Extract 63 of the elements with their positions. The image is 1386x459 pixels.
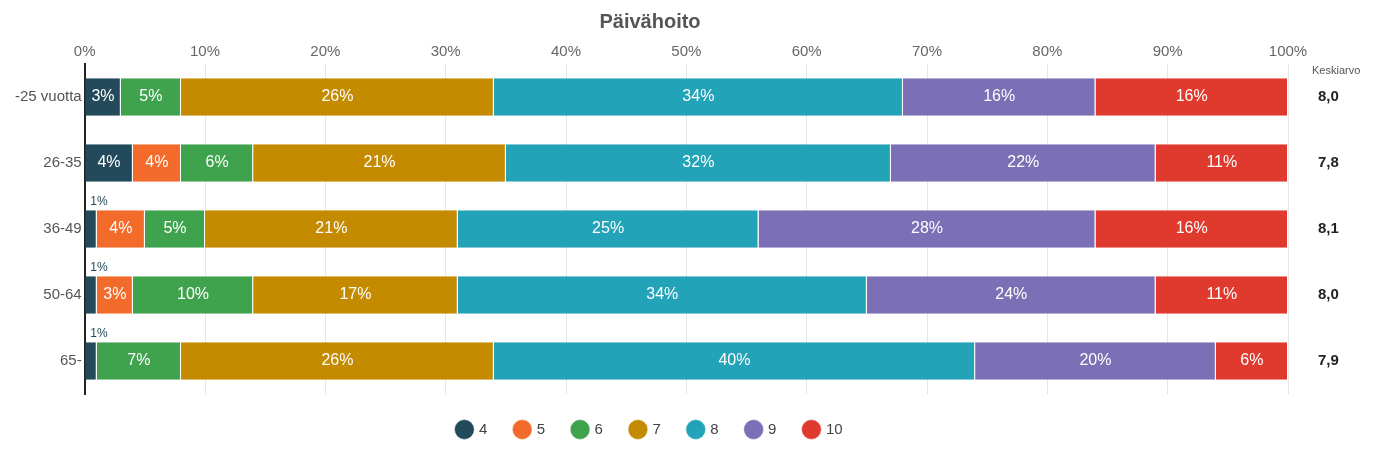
data-label: 24% xyxy=(995,285,1028,303)
y-tick-label: -25 vuotta xyxy=(14,87,83,105)
data-label: 11% xyxy=(1206,153,1238,171)
data-label: 3% xyxy=(91,87,115,105)
x-tick-label: 70% xyxy=(912,42,943,60)
data-label: 7% xyxy=(127,351,151,369)
legend-label: 7 xyxy=(652,419,661,437)
x-tick-label: 20% xyxy=(310,42,341,60)
data-label: 5% xyxy=(139,87,163,105)
legend-label: 6 xyxy=(594,419,603,437)
data-label: 25% xyxy=(592,219,625,237)
x-tick-label: 80% xyxy=(1032,42,1063,60)
data-label: 21% xyxy=(363,153,396,171)
data-label: 20% xyxy=(1079,351,1112,369)
x-tick-label: 40% xyxy=(551,42,582,60)
data-label: 11% xyxy=(1206,285,1238,303)
x-tick-label: 90% xyxy=(1152,42,1183,60)
text: 8,0 xyxy=(1318,87,1339,105)
data-label: 34% xyxy=(646,285,679,303)
data-label: 22% xyxy=(1007,153,1040,171)
x-tick-label: 100% xyxy=(1268,42,1308,60)
data-label: 16% xyxy=(983,87,1016,105)
data-label: 16% xyxy=(1175,219,1208,237)
legend-label: 5 xyxy=(536,419,546,437)
text: Keskiarvo xyxy=(1312,64,1361,77)
data-label: 6% xyxy=(1240,351,1264,369)
x-tick-label: 30% xyxy=(430,42,461,60)
data-label: 6% xyxy=(205,153,229,171)
data-label: 32% xyxy=(682,153,715,171)
data-label: 5% xyxy=(163,219,187,237)
legend-label: 8 xyxy=(710,419,719,437)
data-label: 4% xyxy=(97,153,121,171)
y-tick-label: 26-35 xyxy=(43,153,82,171)
x-tick-label: 50% xyxy=(671,42,702,60)
y-tick-label: 50-64 xyxy=(43,285,82,303)
data-label: 4% xyxy=(145,153,169,171)
x-tick-label: 0% xyxy=(73,42,96,60)
text: 7,8 xyxy=(1318,153,1339,171)
data-label: 26% xyxy=(321,87,354,105)
data-label: 1% xyxy=(90,259,108,274)
x-tick-label: 60% xyxy=(791,42,822,60)
data-label: 26% xyxy=(321,351,354,369)
y-tick-label: 65- xyxy=(60,351,82,369)
text: 8,1 xyxy=(1318,219,1339,237)
data-label: 28% xyxy=(911,219,944,237)
data-label: 10% xyxy=(176,285,210,303)
data-label: 17% xyxy=(339,285,372,303)
legend-label: 9 xyxy=(768,419,777,437)
legend-label: 10 xyxy=(825,419,843,437)
text: 7,9 xyxy=(1318,351,1339,369)
x-tick-label: 10% xyxy=(190,42,221,60)
data-label: 34% xyxy=(682,87,715,105)
data-label: 1% xyxy=(90,325,108,340)
data-label: 16% xyxy=(1175,87,1208,105)
data-label: 40% xyxy=(718,351,751,369)
data-label: 1% xyxy=(90,193,108,208)
y-tick-label: 36-49 xyxy=(43,219,82,237)
legend-label: 4 xyxy=(478,419,488,437)
data-label: 4% xyxy=(109,219,133,237)
text: 8,0 xyxy=(1318,285,1339,303)
chart-title: Päivähoito xyxy=(599,9,701,32)
data-label: 21% xyxy=(315,219,348,237)
data-label: 3% xyxy=(103,285,127,303)
